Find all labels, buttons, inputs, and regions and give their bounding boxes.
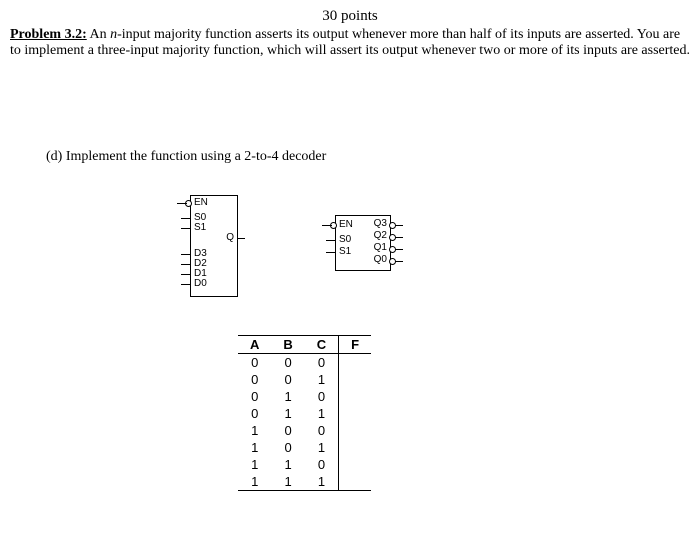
pin-s1-2	[326, 252, 336, 253]
cell	[339, 422, 371, 439]
table-header-row: A B C F	[238, 336, 371, 354]
cell: 0	[271, 422, 304, 439]
cell: 1	[305, 371, 339, 388]
cell: 1	[238, 473, 271, 491]
cell: 1	[271, 388, 304, 405]
pin-q	[237, 238, 245, 239]
subpart-d: (d) Implement the function using a 2-to-…	[46, 149, 690, 165]
cell: 0	[305, 422, 339, 439]
pin-s1	[181, 228, 191, 229]
lbl-d0: D0	[194, 278, 207, 289]
cell: 1	[238, 456, 271, 473]
pin-d1	[181, 274, 191, 275]
cell: 1	[238, 422, 271, 439]
pin-d2	[181, 264, 191, 265]
points-header: 30 points	[10, 8, 690, 25]
pin-en	[177, 203, 187, 204]
pin-q3	[395, 225, 403, 226]
lbl-s1: S1	[194, 222, 206, 233]
pin-q2	[395, 237, 403, 238]
table-row: 110	[238, 456, 371, 473]
table-row: 101	[238, 439, 371, 456]
cell: 0	[238, 354, 271, 372]
cell	[339, 388, 371, 405]
cell	[339, 439, 371, 456]
cell	[339, 371, 371, 388]
decoder-2: EN S0 S1 Q3 Q2 Q1 Q0	[335, 215, 391, 271]
cell: 1	[305, 405, 339, 422]
lbl-q1: Q1	[374, 242, 387, 253]
cell: 0	[238, 405, 271, 422]
truth-table: A B C F 000 001 010 011 100 101 110 111	[238, 335, 371, 491]
cell: 0	[238, 388, 271, 405]
lbl-q3: Q3	[374, 218, 387, 229]
pin-d0	[181, 284, 191, 285]
pin-q0	[395, 261, 403, 262]
cell	[339, 456, 371, 473]
pin-s0-2	[326, 240, 336, 241]
diagram-area: EN S0 S1 Q D3 D2 D1 D0 EN S0 S1 Q3 Q2 Q1…	[190, 195, 690, 315]
pin-s0	[181, 218, 191, 219]
lbl-en2: EN	[339, 219, 353, 230]
decoder-1: EN S0 S1 Q D3 D2 D1 D0	[190, 195, 238, 297]
truth-table-area: A B C F 000 001 010 011 100 101 110 111	[238, 335, 690, 491]
cell: 1	[271, 405, 304, 422]
cell: 1	[238, 439, 271, 456]
table-row: 000	[238, 354, 371, 372]
lbl-s0-2: S0	[339, 234, 351, 245]
col-b: B	[271, 336, 304, 354]
cell: 1	[271, 456, 304, 473]
cell: 0	[271, 439, 304, 456]
cell	[339, 473, 371, 491]
cell: 0	[271, 354, 304, 372]
problem-label: Problem 3.2:	[10, 27, 87, 42]
pin-en2	[322, 225, 332, 226]
cell: 1	[305, 473, 339, 491]
cell: 0	[238, 371, 271, 388]
cell: 1	[271, 473, 304, 491]
table-row: 011	[238, 405, 371, 422]
problem-text-prefix: An	[89, 27, 110, 42]
cell: 0	[305, 456, 339, 473]
lbl-q2: Q2	[374, 230, 387, 241]
cell: 1	[305, 439, 339, 456]
table-row: 100	[238, 422, 371, 439]
cell: 0	[305, 354, 339, 372]
cell: 0	[305, 388, 339, 405]
lbl-s1-2: S1	[339, 246, 351, 257]
pin-d3	[181, 254, 191, 255]
col-c: C	[305, 336, 339, 354]
problem-statement: Problem 3.2: An n-input majority functio…	[10, 27, 690, 59]
col-f: F	[339, 336, 371, 354]
cell	[339, 354, 371, 372]
table-row: 010	[238, 388, 371, 405]
lbl-en: EN	[194, 197, 208, 208]
lbl-q: Q	[226, 232, 234, 243]
table-row: 111	[238, 473, 371, 491]
pin-q1	[395, 249, 403, 250]
cell	[339, 405, 371, 422]
col-a: A	[238, 336, 271, 354]
table-row: 001	[238, 371, 371, 388]
cell: 0	[271, 371, 304, 388]
lbl-q0: Q0	[374, 254, 387, 265]
